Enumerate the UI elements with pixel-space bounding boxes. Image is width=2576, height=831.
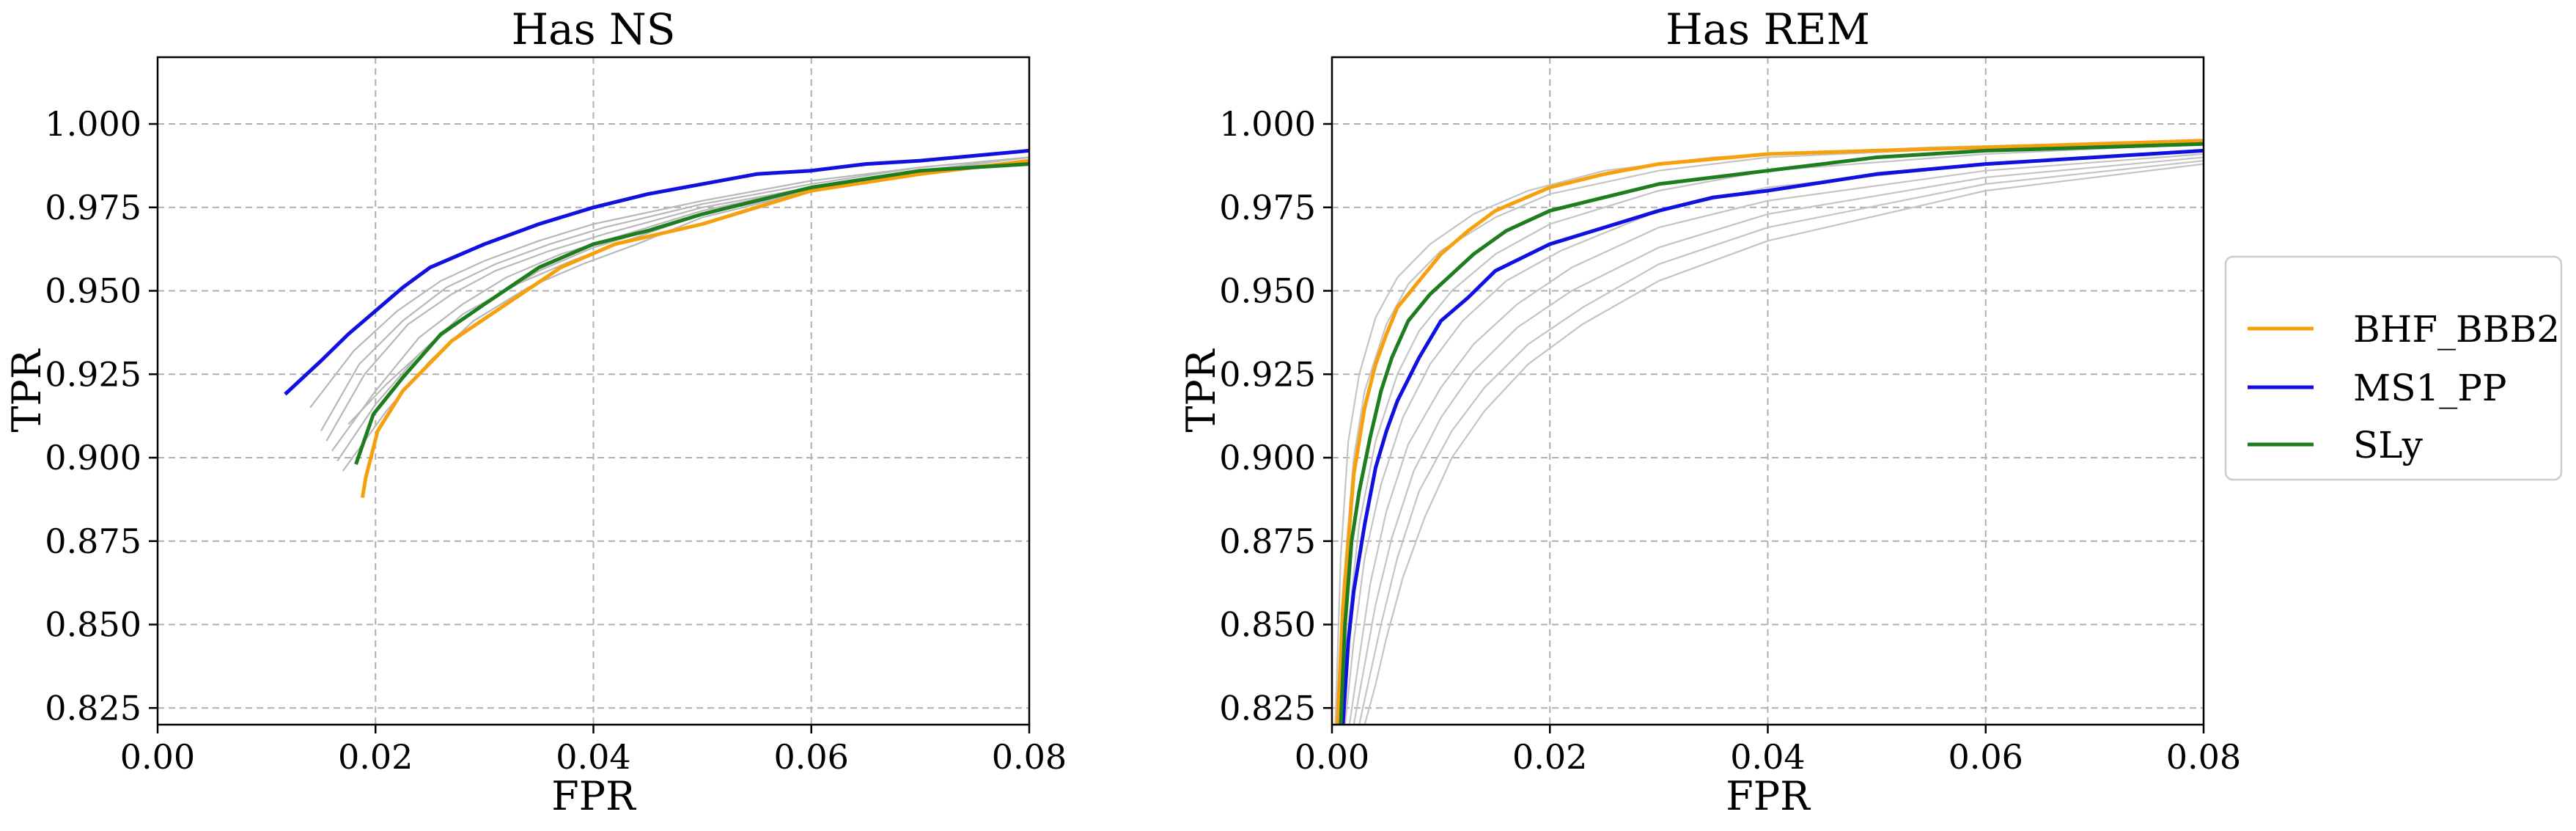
legend-label: MS1_PP	[2353, 367, 2507, 409]
roc-curve-sly	[354, 162, 1029, 465]
roc-panel-has-ns: 0.00 0.02 0.04 0.06 0.08 0.825 0.850 0.875 0.900…	[4, 4, 1067, 819]
legend-box	[2224, 255, 2563, 481]
y-tick-label: 0.950	[45, 271, 141, 311]
roc-curve-bhf-bbb2	[360, 158, 1029, 499]
y-tick-label: 0.900	[1219, 438, 1316, 477]
chart-title: Has NS	[512, 4, 676, 54]
y-axis-label: TPR	[4, 348, 50, 432]
background-roc-curve	[309, 156, 1029, 409]
grid-lines	[158, 57, 1029, 725]
background-roc-curve	[1334, 139, 2204, 725]
roc-curve-ms1-pp	[1341, 148, 2204, 725]
y-tick-label: 0.925	[1219, 354, 1316, 394]
x-tick-label: 0.04	[1730, 737, 1805, 777]
axis-ticks: 0.00 0.02 0.04 0.06 0.08 0.825 0.850 0.875 0.900…	[45, 104, 1067, 777]
y-tick-label: 0.900	[45, 438, 141, 477]
background-roc-curve	[1358, 160, 2204, 725]
y-tick-label: 0.975	[1219, 188, 1316, 227]
y-axis-label: TPR	[1178, 348, 1224, 432]
background-curves	[309, 156, 1029, 472]
x-tick-label: 0.00	[1295, 737, 1369, 777]
x-tick-label: 0.02	[1512, 737, 1587, 777]
x-axis-label: FPR	[1726, 773, 1811, 819]
y-tick-label: 0.850	[45, 605, 141, 645]
y-tick-label: 0.875	[45, 521, 141, 561]
y-tick-label: 0.825	[45, 688, 141, 728]
y-tick-label: 0.975	[45, 188, 141, 227]
y-tick-label: 0.950	[1219, 271, 1316, 311]
axis-ticks: 0.00 0.02 0.04 0.06 0.08 0.825 0.850 0.875 0.900…	[1219, 104, 2241, 777]
roc-curve-sly	[1339, 142, 2204, 725]
y-tick-label: 0.825	[1219, 688, 1316, 728]
roc-panel-has-rem: 0.00 0.02 0.04 0.06 0.08 0.825 0.850 0.875 0.900…	[1178, 4, 2241, 819]
background-curves	[1334, 139, 2204, 725]
x-tick-label: 0.06	[1948, 737, 2023, 777]
roc-curve-bhf-bbb2	[1335, 139, 2204, 725]
legend: BHF_BBB2 MS1_PP SLy	[2224, 255, 2563, 481]
x-tick-label: 0.06	[774, 737, 849, 777]
x-tick-label: 0.08	[992, 737, 1067, 777]
highlighted-curves	[1335, 139, 2204, 725]
x-axis-label: FPR	[551, 773, 636, 819]
y-tick-label: 1.000	[45, 104, 141, 144]
background-roc-curve	[1348, 153, 2204, 725]
background-roc-curve	[1364, 163, 2204, 725]
background-roc-curve	[320, 156, 1029, 432]
legend-entry: BHF_BBB2	[2248, 308, 2560, 351]
x-tick-label: 0.02	[338, 737, 413, 777]
background-roc-curve	[1353, 156, 2204, 725]
highlighted-curves	[284, 148, 1029, 499]
background-roc-curve	[1344, 150, 2204, 725]
background-roc-curve	[336, 160, 1029, 462]
legend-entry: SLy	[2248, 424, 2424, 466]
background-roc-curve	[325, 160, 1029, 442]
legend-label: BHF_BBB2	[2353, 308, 2560, 351]
x-tick-label: 0.00	[120, 737, 195, 777]
y-tick-label: 0.875	[1219, 521, 1316, 561]
roc-curve-ms1-pp	[284, 148, 1029, 396]
y-tick-label: 1.000	[1219, 104, 1316, 144]
chart-title: Has REM	[1666, 4, 1870, 54]
y-tick-label: 0.850	[1219, 605, 1316, 645]
y-tick-label: 0.925	[45, 354, 141, 394]
x-tick-label: 0.04	[556, 737, 630, 777]
background-roc-curve	[1336, 139, 2204, 725]
legend-entry: MS1_PP	[2248, 367, 2507, 409]
x-tick-label: 0.08	[2166, 737, 2241, 777]
legend-label: SLy	[2353, 424, 2424, 466]
